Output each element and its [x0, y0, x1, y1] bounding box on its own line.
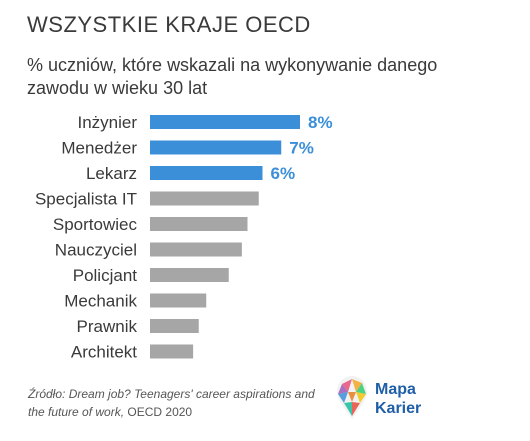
category-label: Sportowiec — [53, 215, 138, 234]
bar — [150, 319, 199, 333]
chart-title: WSZYSTKIE KRAJE OECD — [27, 12, 311, 37]
logo-mark-icon — [337, 376, 367, 419]
bar — [150, 191, 259, 206]
category-label: Nauczyciel — [55, 241, 137, 260]
category-label: Inżynier — [77, 113, 137, 132]
bar — [150, 166, 263, 180]
category-label: Menedżer — [61, 139, 137, 158]
source-suffix: OECD 2020 — [127, 405, 193, 419]
category-label: Specjalista IT — [35, 190, 137, 209]
source-text: Dream job? Teenagers' career aspirations… — [28, 387, 315, 419]
logo-text: Mapa Karier — [375, 380, 421, 418]
bar — [150, 140, 282, 155]
category-label: Prawnik — [77, 317, 138, 336]
category-label: Policjant — [73, 266, 138, 285]
bar — [150, 217, 248, 231]
chart-subtitle: % uczniów, które wskazali na wykonywanie… — [27, 55, 438, 98]
bar — [150, 242, 242, 257]
data-label: 6% — [271, 164, 296, 183]
source-note: Źródło: Dream job? Teenagers' career asp… — [28, 385, 328, 421]
data-label: 7% — [289, 139, 314, 158]
logo-line-2: Karier — [375, 400, 422, 417]
category-label: Mechanik — [64, 292, 137, 311]
source-prefix: Źródło: — [28, 387, 66, 401]
bar — [150, 344, 194, 359]
bar — [150, 293, 207, 308]
bar — [150, 115, 300, 129]
mapa-karier-logo: Mapa Karier — [334, 376, 454, 426]
category-label: Architekt — [71, 343, 137, 362]
category-label: Lekarz — [86, 164, 137, 183]
bar — [150, 268, 229, 282]
data-label: 8% — [308, 113, 333, 132]
logo-line-1: Mapa — [375, 381, 416, 398]
